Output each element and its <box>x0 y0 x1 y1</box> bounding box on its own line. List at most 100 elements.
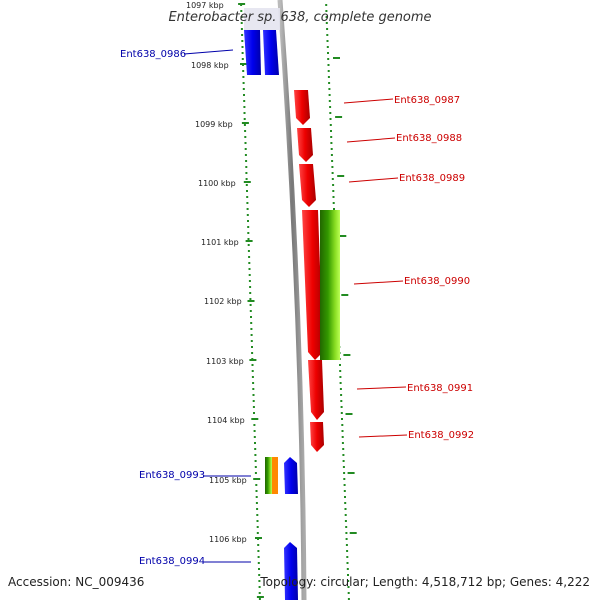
tick-dot <box>326 40 329 42</box>
gene-ent638-0993[interactable] <box>284 457 298 494</box>
tick-dot <box>253 430 256 432</box>
tick-dot <box>340 406 343 408</box>
tick-dot <box>246 202 249 204</box>
callout-line-0987 <box>343 98 394 104</box>
major-tick <box>333 57 340 59</box>
gene-label-ent638-0992[interactable]: Ent638_0992 <box>408 430 474 441</box>
tick-dot <box>243 118 246 120</box>
gene-label-ent638-0993[interactable]: Ent638_0993 <box>139 470 205 481</box>
tick-dot <box>243 112 246 114</box>
tick-dot <box>333 208 335 210</box>
tick-dot <box>339 388 342 390</box>
tick-dot <box>343 490 346 492</box>
tick-dot <box>327 76 330 78</box>
tick-dot <box>345 544 348 546</box>
tick-dot <box>328 88 331 90</box>
callout-lines <box>183 49 408 563</box>
tick-dot <box>253 424 256 426</box>
tick-dot <box>327 64 330 66</box>
gene-label-ent638-0986[interactable]: Ent638_0986 <box>120 49 186 60</box>
scale-label-1105: 1105 kbp <box>209 476 247 485</box>
tick-dot <box>244 148 247 150</box>
tick-dot <box>243 106 246 108</box>
tick-dot <box>331 172 334 174</box>
major-tick <box>245 240 253 242</box>
tick-dot <box>346 550 349 552</box>
tick-dot <box>248 262 251 264</box>
gene-ent638-0986-part-a[interactable] <box>244 30 261 75</box>
tick-dot <box>249 310 252 312</box>
scale-label-1099: 1099 kbp <box>195 120 233 129</box>
tick-dot <box>245 160 248 162</box>
tick-dot <box>345 532 348 534</box>
tick-dot <box>329 118 332 120</box>
tick-dot <box>253 436 256 438</box>
gene-label-ent638-0988[interactable]: Ent638_0988 <box>396 133 462 144</box>
tick-dot <box>342 448 345 450</box>
feature-block-0993 <box>265 457 278 494</box>
feature-green-0990[interactable] <box>320 210 340 360</box>
feature-orange-bar[interactable] <box>272 457 278 494</box>
gene-label-ent638-0994[interactable]: Ent638_0994 <box>139 556 205 567</box>
gene-label-ent638-0989[interactable]: Ent638_0989 <box>399 173 465 184</box>
feature-green-bar[interactable] <box>265 457 272 494</box>
tick-dot <box>328 100 331 102</box>
gene-ent638-0989[interactable] <box>299 164 316 207</box>
callout-line-0990 <box>353 280 404 285</box>
tick-dot <box>250 340 253 342</box>
tick-dot <box>251 370 254 372</box>
tick-dot <box>257 562 260 564</box>
tick-dot <box>329 112 332 114</box>
gene-label-ent638-0991[interactable]: Ent638_0991 <box>407 383 473 394</box>
tick-dot <box>245 166 248 168</box>
major-tick <box>335 116 343 118</box>
tick-dot <box>331 166 334 168</box>
scale-label-1102: 1102 kbp <box>204 297 242 306</box>
tick-dot <box>328 82 331 84</box>
tick-dot <box>245 184 248 186</box>
tick-dot <box>327 58 330 60</box>
reverse-strand-genes <box>244 30 298 600</box>
tick-dot <box>258 574 261 576</box>
tick-dot <box>343 484 346 486</box>
scale-label-1097: 1097 kbp <box>186 1 224 10</box>
tick-dot <box>347 586 350 588</box>
gene-label-ent638-0987[interactable]: Ent638_0987 <box>394 95 460 106</box>
tick-dot <box>258 580 261 582</box>
gene-ent638-0988[interactable] <box>297 128 313 162</box>
tick-dot <box>258 586 261 588</box>
tick-dot <box>241 34 244 36</box>
tick-dot <box>341 430 344 432</box>
tick-dot <box>339 364 341 366</box>
major-tick <box>256 596 264 598</box>
tick-dot <box>246 190 248 192</box>
tick-dot <box>342 454 345 456</box>
tick-dot <box>343 478 346 480</box>
tick-dot <box>344 520 347 522</box>
gene-labels: Ent638_0986 Ent638_0987 Ent638_0988 Ent6… <box>120 49 474 567</box>
tick-dot <box>245 172 248 174</box>
tick-dot <box>256 526 259 528</box>
scale-label-1100: 1100 kbp <box>198 179 236 188</box>
gene-highlight <box>244 8 280 30</box>
gene-ent638-0992[interactable] <box>310 422 324 452</box>
tick-dot <box>332 196 335 198</box>
tick-dot <box>330 154 333 156</box>
tick-dot <box>247 226 250 228</box>
tick-dot <box>254 472 257 474</box>
genome-summary-label: Topology: circular; Length: 4,518,712 bp… <box>260 575 590 589</box>
gene-ent638-0987[interactable] <box>294 90 310 125</box>
gene-ent638-0986-part-b[interactable] <box>263 30 279 75</box>
tick-dot <box>246 214 249 216</box>
gene-ent638-0994[interactable] <box>284 542 298 600</box>
tick-dot <box>326 46 329 48</box>
tick-dot <box>245 178 248 180</box>
tick-dot <box>344 508 347 510</box>
tick-dot <box>341 418 343 420</box>
gene-ent638-0990[interactable] <box>302 210 323 360</box>
tick-dot <box>332 202 335 204</box>
gene-label-ent638-0990[interactable]: Ent638_0990 <box>404 276 470 287</box>
gene-ent638-0991[interactable] <box>308 360 324 420</box>
